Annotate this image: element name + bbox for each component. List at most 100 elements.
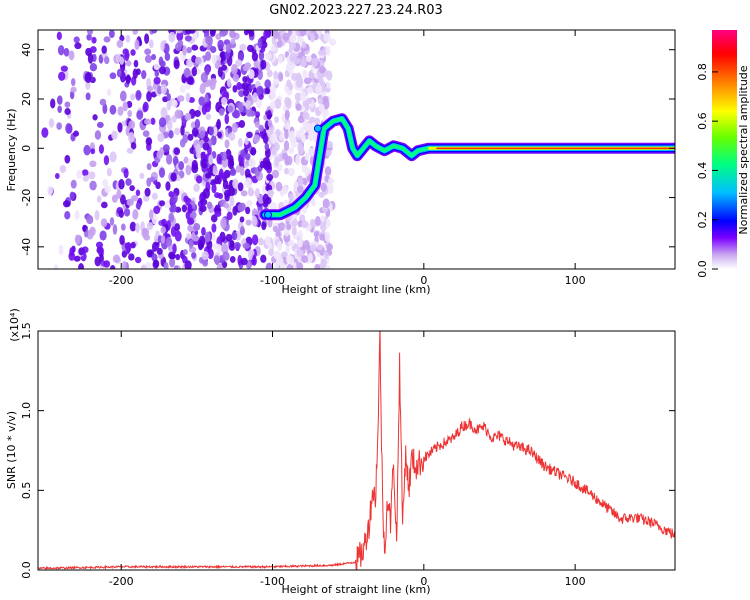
noise-speck [314, 216, 321, 227]
noise-speck [244, 153, 251, 161]
noise-speck [191, 163, 199, 174]
noise-speck [100, 218, 108, 228]
noise-speck [313, 231, 320, 238]
snr-xlabel: Height of straight line (km) [281, 583, 430, 596]
noise-speck [191, 234, 200, 242]
colorbar-ticks: 0.0 0.2 0.4 0.6 0.8 [696, 63, 718, 278]
noise-speck [184, 35, 192, 42]
noise-speck [109, 72, 117, 80]
noise-speck [248, 249, 255, 257]
spectrogram-ytick-label: 40 [20, 43, 33, 57]
noise-speck [226, 78, 232, 88]
noise-speck [240, 190, 248, 197]
noise-speck [296, 36, 304, 44]
noise-speck [324, 231, 331, 243]
noise-speck [322, 198, 330, 209]
noise-speck [201, 227, 206, 236]
noise-speck [324, 251, 330, 260]
noise-speck [82, 175, 89, 182]
noise-speck [68, 251, 76, 261]
noise-speck [130, 49, 136, 56]
snr-ytick-label: 0.5 [20, 482, 33, 500]
noise-speck [315, 84, 323, 95]
noise-speck [158, 117, 167, 128]
noise-speck [206, 79, 214, 86]
noise-speck [57, 45, 65, 56]
noise-speck [248, 158, 256, 169]
noise-speck [109, 104, 117, 115]
noise-speck [205, 65, 210, 76]
noise-speck [283, 140, 290, 151]
noise-speck [284, 167, 289, 175]
noise-speck [64, 108, 71, 115]
noise-speck [216, 118, 221, 130]
noise-speck [118, 178, 125, 190]
noise-speck [232, 178, 239, 189]
noise-speck [264, 52, 272, 60]
noise-speck [127, 110, 133, 118]
noise-speck [326, 70, 333, 81]
noise-speck [232, 109, 241, 119]
noise-speck [232, 85, 238, 93]
noise-speck [288, 193, 294, 204]
noise-speck [142, 101, 149, 112]
noise-speck [228, 132, 236, 141]
noise-speck [302, 100, 309, 108]
noise-speck [258, 124, 265, 132]
noise-speck [41, 127, 49, 138]
noise-speck [319, 233, 326, 241]
noise-speck [299, 30, 307, 37]
noise-speck [281, 152, 289, 160]
spectrogram-ylabel: Frequency (Hz) [5, 109, 18, 192]
noise-speck [162, 144, 170, 152]
noise-speck [318, 103, 325, 113]
noise-speck [237, 182, 244, 192]
noise-speck [90, 148, 96, 155]
noise-speck [229, 160, 234, 167]
noise-speck [324, 264, 331, 269]
noise-speck [286, 223, 292, 231]
noise-speck [262, 193, 269, 205]
noise-speck [271, 145, 277, 156]
noise-speck [299, 60, 308, 67]
noise-speck [272, 78, 280, 85]
noise-speck [276, 256, 284, 266]
noise-speck [174, 223, 181, 232]
noise-speck [182, 248, 188, 256]
noise-speck [239, 166, 245, 177]
noise-speck [123, 208, 131, 217]
noise-speck [289, 52, 297, 63]
noise-speck [144, 118, 152, 125]
noise-speck [99, 98, 107, 106]
noise-speck [235, 59, 243, 67]
colorbar-tick-label: 0.2 [696, 211, 709, 229]
spectrogram-xtick-label: -200 [109, 274, 134, 287]
noise-speck [173, 147, 181, 156]
noise-speck [300, 90, 307, 102]
noise-speck [70, 78, 76, 87]
noise-speck [183, 195, 189, 203]
noise-speck [175, 253, 181, 261]
noise-speck [199, 130, 206, 139]
noise-speck [248, 189, 255, 197]
noise-speck [200, 72, 208, 83]
noise-speck [186, 233, 192, 240]
noise-speck [94, 210, 100, 221]
noise-speck [205, 113, 212, 120]
noise-speck [74, 234, 81, 245]
noise-speck [164, 52, 171, 62]
noise-speck [191, 44, 199, 51]
noise-speck [149, 209, 154, 220]
noise-speck [54, 172, 60, 179]
noise-speck [151, 30, 158, 34]
noise-speck [253, 134, 261, 143]
noise-speck [177, 95, 185, 102]
spectral-ridge [259, 113, 675, 221]
snr-ticks: -200 -100 0 100 0.0 0.5 1.0 1.5 [20, 322, 675, 588]
noise-speck [132, 30, 139, 35]
noise-speck [257, 194, 265, 204]
noise-speck [266, 69, 273, 78]
noise-speck [208, 126, 214, 136]
noise-speck [134, 39, 140, 51]
